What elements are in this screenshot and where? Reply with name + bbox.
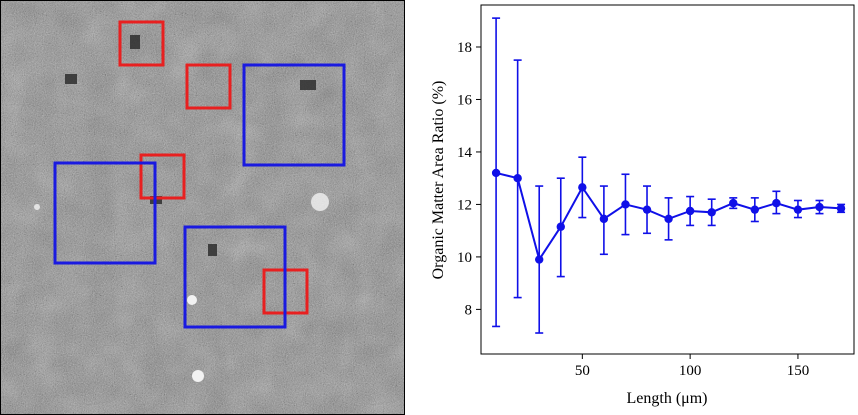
data-point [729,198,738,208]
data-point [750,205,760,214]
roi-small-box-3 [139,153,186,200]
x-tick-label: 100 [679,363,702,379]
x-axis-title: Length (μm) [627,390,708,407]
y-tick-label: 14 [457,145,473,161]
sem-particles [34,193,329,382]
roi-large-box-2 [53,161,157,265]
data-point [621,200,630,209]
roi-small-box-2 [185,63,232,110]
roi-small-box-1 [118,20,165,67]
x-tick-label: 50 [575,363,590,379]
y-axis-title: Organic Matter Area Ratio (%) [430,81,447,280]
data-point [513,173,522,183]
y-tick-label: 10 [457,250,472,266]
data-point [535,255,544,264]
data-point [578,183,587,192]
y-tick-label: 8 [465,302,473,318]
data-point [772,198,781,208]
data-point [491,168,501,178]
data-point [815,202,824,212]
y-tick-label: 18 [457,40,472,56]
data-point [599,214,609,224]
roi-large-box-1 [242,63,346,167]
sem-micrograph-image [0,0,405,415]
x-tick-label: 150 [787,363,810,379]
roi-boxes [53,20,346,329]
data-point [707,208,716,217]
data-point [685,206,695,216]
data-point [793,205,803,214]
data-point [556,222,565,231]
data-point [642,205,652,214]
y-tick-label: 16 [457,92,473,108]
y-axis-ticks: 8 10 12 14 16 18 [457,40,481,318]
y-tick-label: 12 [457,197,472,213]
plot-frame [480,4,855,355]
data-points [491,168,846,264]
roi-large-box-3 [183,225,287,329]
error-bars [492,17,846,334]
data-point [664,214,673,224]
data-point [836,204,846,213]
x-axis-ticks: 50 100 150 [575,354,809,379]
sem-fine-texture [1,1,404,414]
